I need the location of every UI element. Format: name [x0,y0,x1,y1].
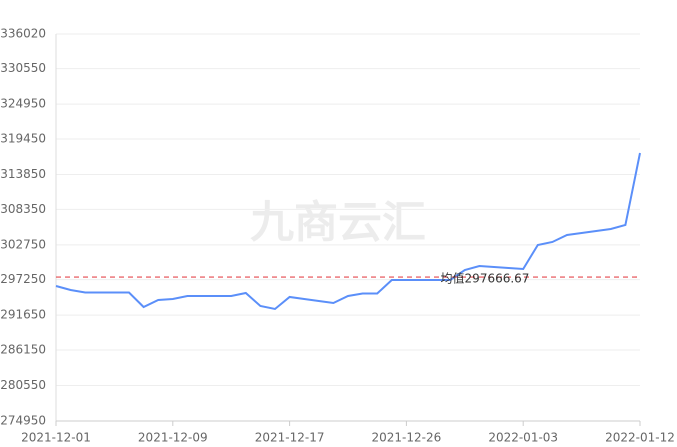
y-tick-label: 297250 [0,272,46,286]
x-tick-label: 2021-12-09 [138,431,208,445]
x-tick-label: 2021-12-26 [372,431,442,445]
data-line [55,152,641,311]
y-tick-label: 308350 [0,202,46,216]
y-tick-label: 291650 [0,308,46,322]
y-tick-label: 286150 [0,343,46,357]
mean-label: 均值297666.67 [441,271,530,286]
y-tick-label: 330550 [0,61,46,75]
x-tick-label: 2021-12-01 [21,431,91,445]
x-tick-label: 2021-12-17 [255,431,325,445]
x-tick-label: 2022-01-03 [488,431,558,445]
watermark: 九商云汇 [250,197,426,248]
x-tick-label: 2022-01-12 [605,431,675,445]
y-tick-label: 302750 [0,237,46,251]
y-tick-label: 324950 [0,97,46,111]
y-tick-label: 313850 [0,167,46,181]
y-tick-label: 274950 [0,414,46,428]
y-tick-label: 336020 [0,27,46,41]
y-tick-label: 280550 [0,378,46,392]
y-tick-label: 319450 [0,132,46,146]
